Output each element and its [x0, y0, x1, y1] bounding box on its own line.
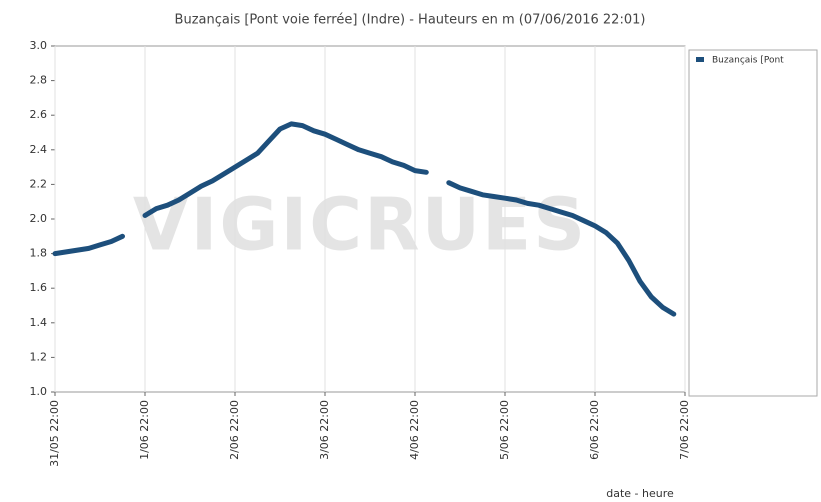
x-tick-label: 4/06 22:00 — [408, 400, 421, 460]
y-tick-label: 2.8 — [30, 74, 48, 87]
y-tick-label: 2.6 — [30, 108, 48, 121]
legend-label: Buzançais [Pont — [712, 56, 784, 66]
legend-swatch — [696, 57, 704, 62]
y-tick-label: 1.4 — [30, 316, 48, 329]
chart-title: Buzançais [Pont voie ferrée] (Indre) - H… — [175, 13, 646, 28]
legend-box — [688, 49, 818, 397]
y-tick-label: 2.0 — [30, 212, 48, 225]
y-tick-label: 2.2 — [30, 177, 48, 190]
y-tick-label: 1.8 — [30, 247, 48, 260]
data-line — [52, 121, 677, 317]
x-tick-label: 3/06 22:00 — [318, 400, 331, 460]
y-tick-label: 1.0 — [30, 385, 48, 398]
x-tick-label: 2/06 22:00 — [228, 400, 241, 460]
x-tick-label: 1/06 22:00 — [138, 400, 151, 460]
x-tick-label: 31/05 22:00 — [48, 400, 61, 467]
y-tick-label: 3.0 — [30, 39, 48, 52]
y-tick-label: 1.2 — [30, 350, 48, 363]
x-axis-label: date - heure — [606, 487, 674, 500]
x-tick-label: 7/06 22:00 — [678, 400, 691, 460]
y-tick-label: 2.4 — [30, 143, 48, 156]
x-tick-label: 5/06 22:00 — [498, 400, 511, 460]
watermark: VIGICRUES — [133, 183, 587, 267]
y-tick-label: 1.6 — [30, 281, 48, 294]
x-tick-label: 6/06 22:00 — [588, 400, 601, 460]
